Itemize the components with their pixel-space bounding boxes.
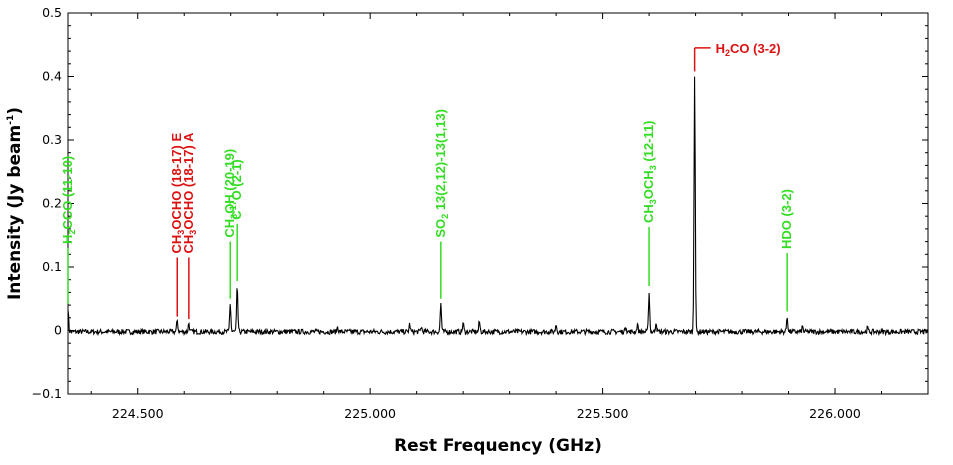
spectrum-series <box>67 76 929 337</box>
annotation-label-part: 2 <box>725 48 730 58</box>
annotation-label-part: HDO (3-2) <box>779 189 794 249</box>
y-tick-label: 0.5 <box>42 5 62 20</box>
y-tick-label: 0.1 <box>42 259 62 274</box>
annotation-label-part: 13(2,12)-13(1,13) <box>433 109 448 214</box>
line-annotation: C17O (2-1) <box>228 159 244 281</box>
y-axis-title: Intensity (Jy beam-1) <box>5 107 25 300</box>
y-axis-title-sup: -1 <box>6 115 16 125</box>
annotation-label-part: CCO (11-10) <box>60 156 75 230</box>
line-annotation: CH3OCHO (18-17) E <box>169 133 186 317</box>
x-tick-label: 225.500 <box>577 406 629 421</box>
x-tick-label: 226.000 <box>809 406 861 421</box>
y-tick-label: 0.4 <box>42 69 62 84</box>
annotation-label-part: 2 <box>67 230 77 235</box>
annotation-label-part: CH <box>641 204 656 223</box>
line-annotation: H2CO (3-2) <box>693 41 781 72</box>
annotation-label-part: OCHO (18-17) E <box>169 133 184 230</box>
annotation-label: CH3OCHO (18-17) A <box>181 132 198 253</box>
annotation-label: C17O (2-1) <box>228 159 244 220</box>
annotation-label-part: 3 <box>176 230 186 235</box>
annotation-label-part: (12-11) <box>641 120 656 165</box>
y-tick-label: 0.3 <box>42 132 62 147</box>
annotation-label-part: CH <box>181 235 196 254</box>
annotation-label: CH3OH (20-19) <box>222 149 239 238</box>
annotation-label: CH3OCH3 (12-11) <box>641 120 658 223</box>
y-tick-label: −0.1 <box>32 386 62 401</box>
annotation-label-part: 3 <box>188 230 198 235</box>
annotation-label: H2CCO (11-10) <box>60 156 77 244</box>
y-tick-label: 0.2 <box>42 196 62 211</box>
annotation-label-part: OCH <box>641 170 656 199</box>
annotation-label: SO2 13(2,12)-13(1,13) <box>433 109 450 238</box>
annotation-label: H2CO (3-2) <box>716 41 781 58</box>
x-axis-title: Rest Frequency (GHz) <box>394 436 602 456</box>
line-annotation: CH3OCHO (18-17) A <box>181 132 198 320</box>
y-axis-title-main: Intensity (Jy beam <box>5 125 25 300</box>
annotation-label-part: O (2-1) <box>229 159 244 200</box>
annotation-label-part: OCHO (18-17) A <box>181 132 196 230</box>
y-axis-title-end: ) <box>5 107 25 115</box>
annotation-label-part: CH <box>222 219 237 238</box>
annotation-label-part: SO <box>433 219 448 238</box>
annotation-label-part: H <box>716 41 725 56</box>
line-annotation: SO2 13(2,12)-13(1,13) <box>433 109 450 299</box>
annotation-label-part: 3 <box>648 165 658 170</box>
line-annotation: CH3OCH3 (12-11) <box>641 120 658 287</box>
plot-frame <box>67 12 929 395</box>
axes: −0.1 0 0.1 0.2 0.3 0.4 0.5 224.500 225.000 225.50… <box>32 5 929 421</box>
annotation-label-part: C <box>229 210 244 220</box>
annotation-label: HDO (3-2) <box>779 189 794 249</box>
x-tick-label: 224.500 <box>112 406 164 421</box>
annotation-label-part: CH <box>169 235 184 254</box>
annotation-label-part: 3 <box>648 199 658 204</box>
line-annotation: H2CCO (11-10) <box>60 156 77 304</box>
annotation-label-part: 3 <box>229 214 239 219</box>
spectrum-line <box>67 76 929 337</box>
annotation-label-part: OH (20-19) <box>222 149 237 214</box>
y-tick-label: 0 <box>54 323 62 338</box>
x-tick-label: 225.000 <box>344 406 396 421</box>
annotation-label-part: H <box>60 235 75 244</box>
annotation-label-part: 17 <box>228 200 238 210</box>
annotation-label: CH3OCHO (18-17) E <box>169 133 186 254</box>
line-annotation: HDO (3-2) <box>779 189 794 312</box>
annotation-label-part: CO (3-2) <box>730 41 781 56</box>
line-annotation: CH3OH (20-19) <box>222 149 239 299</box>
annotation-label-part: 2 <box>440 214 450 219</box>
